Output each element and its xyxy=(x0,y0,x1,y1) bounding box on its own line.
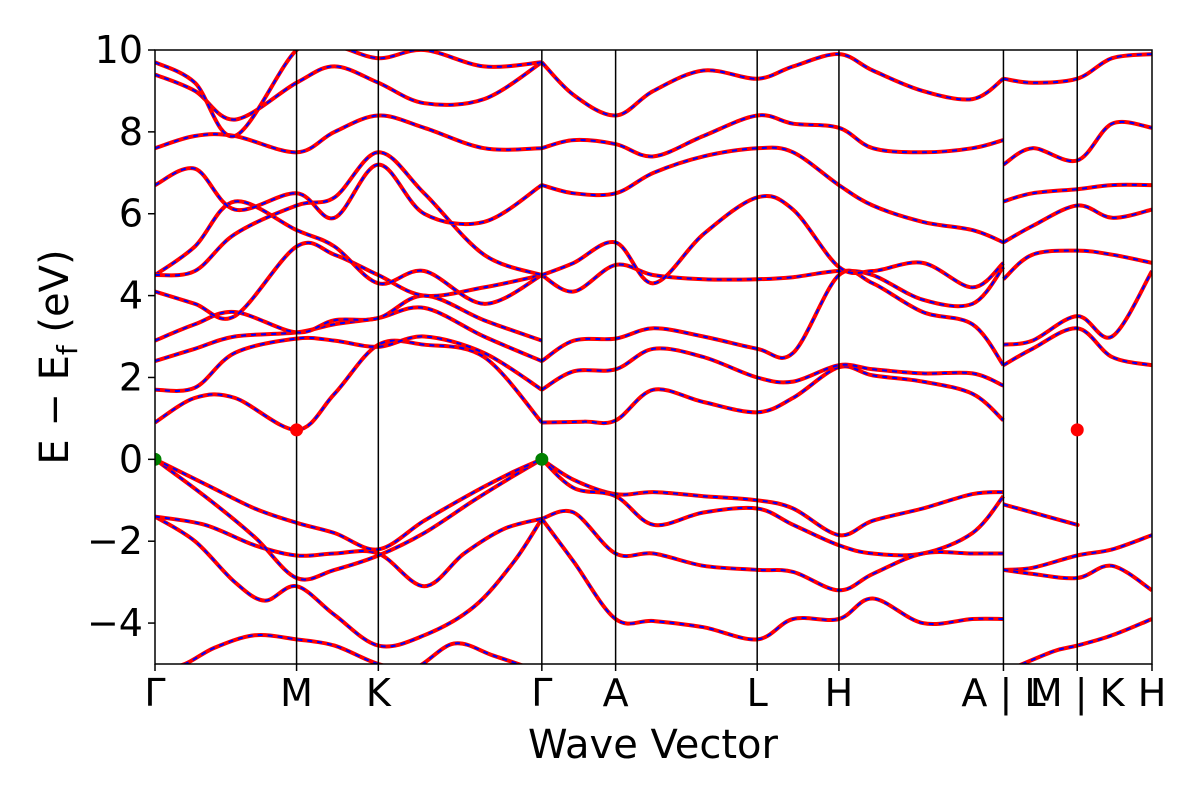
extremum-marker-1 xyxy=(535,452,549,466)
band-overlay-26 xyxy=(541,146,1004,244)
x-tick-label-2: K xyxy=(366,671,392,715)
band-overlay-8 xyxy=(540,518,1004,641)
extremum-marker-0 xyxy=(155,452,162,466)
band-overlay-16 xyxy=(541,347,1004,391)
band-line-31 xyxy=(155,50,542,139)
band-overlay-30 xyxy=(541,53,1005,117)
band-overlay-3 xyxy=(155,458,543,581)
bands-layer xyxy=(155,50,1152,664)
y-tick-label-0: −4 xyxy=(87,601,143,645)
markers-layer xyxy=(155,423,1084,466)
band-overlay-28 xyxy=(541,114,1004,158)
x-tick-label-0: Γ xyxy=(144,671,165,715)
band-line-25 xyxy=(155,162,543,226)
y-tick-label-1: −2 xyxy=(87,519,143,563)
y-axis-label-unit: (eV) xyxy=(32,249,78,345)
band-overlay-14 xyxy=(541,365,1005,425)
band-line-5 xyxy=(540,457,1004,538)
y-axis-label-sub: f xyxy=(51,344,84,355)
band-overlay-5 xyxy=(541,458,1004,537)
band-line-30 xyxy=(540,52,1005,118)
band-overlay-1 xyxy=(155,515,543,648)
x-tick-label-7: A | L xyxy=(961,671,1045,716)
band-overlay-0 xyxy=(182,634,522,664)
band-overlay-31 xyxy=(155,50,542,138)
band-line-18 xyxy=(540,268,1006,367)
x-axis-label: Wave Vector xyxy=(528,722,779,768)
band-line-23 xyxy=(541,193,1005,290)
band-overlay-34 xyxy=(1003,183,1152,203)
x-tick-label-5: L xyxy=(747,671,768,715)
band-line-28 xyxy=(541,113,1004,159)
band-overlay-29 xyxy=(155,61,543,121)
band-overlay-25 xyxy=(155,163,543,225)
y-axis-label-main: E − E xyxy=(32,355,78,465)
band-line-7 xyxy=(541,508,1004,593)
x-tick-label-6: H xyxy=(825,671,854,715)
band-overlay-2 xyxy=(155,515,543,588)
x-tick-label-4: A xyxy=(603,671,629,715)
band-overlay-27 xyxy=(155,114,542,154)
band-overlay-7 xyxy=(541,509,1004,592)
band-overlay-9 xyxy=(1003,503,1079,526)
band-overlay-22 xyxy=(541,263,1005,308)
band-overlay-19 xyxy=(155,294,543,342)
x-axis-ticks: Γ M K Γ A L H A | LM | K H xyxy=(144,664,1166,716)
y-tick-label-6: 8 xyxy=(119,110,143,154)
extremum-marker-2 xyxy=(290,423,304,437)
y-tick-label-5: 6 xyxy=(119,192,143,236)
band-line-6 xyxy=(540,457,1005,558)
x-tick-label-3: Γ xyxy=(531,671,552,715)
y-tick-label-4: 4 xyxy=(119,274,143,318)
band-overlay-4 xyxy=(155,458,543,551)
y-tick-label-3: 2 xyxy=(119,355,143,399)
band-overlay-6 xyxy=(541,458,1005,557)
band-overlay-17 xyxy=(155,306,543,363)
extremum-marker-3 xyxy=(1070,423,1084,437)
band-line-15 xyxy=(155,334,543,393)
y-tick-label-7: 10 xyxy=(95,28,143,72)
band-line-22 xyxy=(540,262,1006,309)
band-overlay-21 xyxy=(155,200,543,305)
x-tick-label-1: M xyxy=(280,671,313,715)
plot-frame xyxy=(154,49,1153,665)
band-overlay-24 xyxy=(155,151,543,277)
y-tick-label-2: 0 xyxy=(119,437,143,481)
high-symmetry-lines xyxy=(295,50,1078,664)
y-axis-label: E − Ef (eV) xyxy=(32,249,84,464)
band-line-8 xyxy=(540,517,1004,642)
band-overlay-13 xyxy=(155,339,543,431)
band-overlay-20 xyxy=(155,241,543,320)
band-line-2 xyxy=(155,514,543,589)
band-line-0 xyxy=(178,633,525,664)
band-overlay-10 xyxy=(1003,534,1152,571)
y-axis-ticks: −4 −2 0 2 4 6 8 10 xyxy=(87,28,155,645)
band-overlay-18 xyxy=(541,269,1005,366)
x-tick-label-8: M | K xyxy=(1030,671,1126,716)
x-tick-label-9: H xyxy=(1138,671,1167,715)
